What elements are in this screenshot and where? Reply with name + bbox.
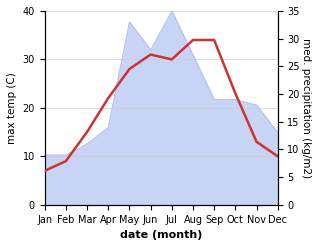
- Y-axis label: med. precipitation (kg/m2): med. precipitation (kg/m2): [301, 38, 311, 178]
- Y-axis label: max temp (C): max temp (C): [7, 72, 17, 144]
- X-axis label: date (month): date (month): [120, 230, 202, 240]
